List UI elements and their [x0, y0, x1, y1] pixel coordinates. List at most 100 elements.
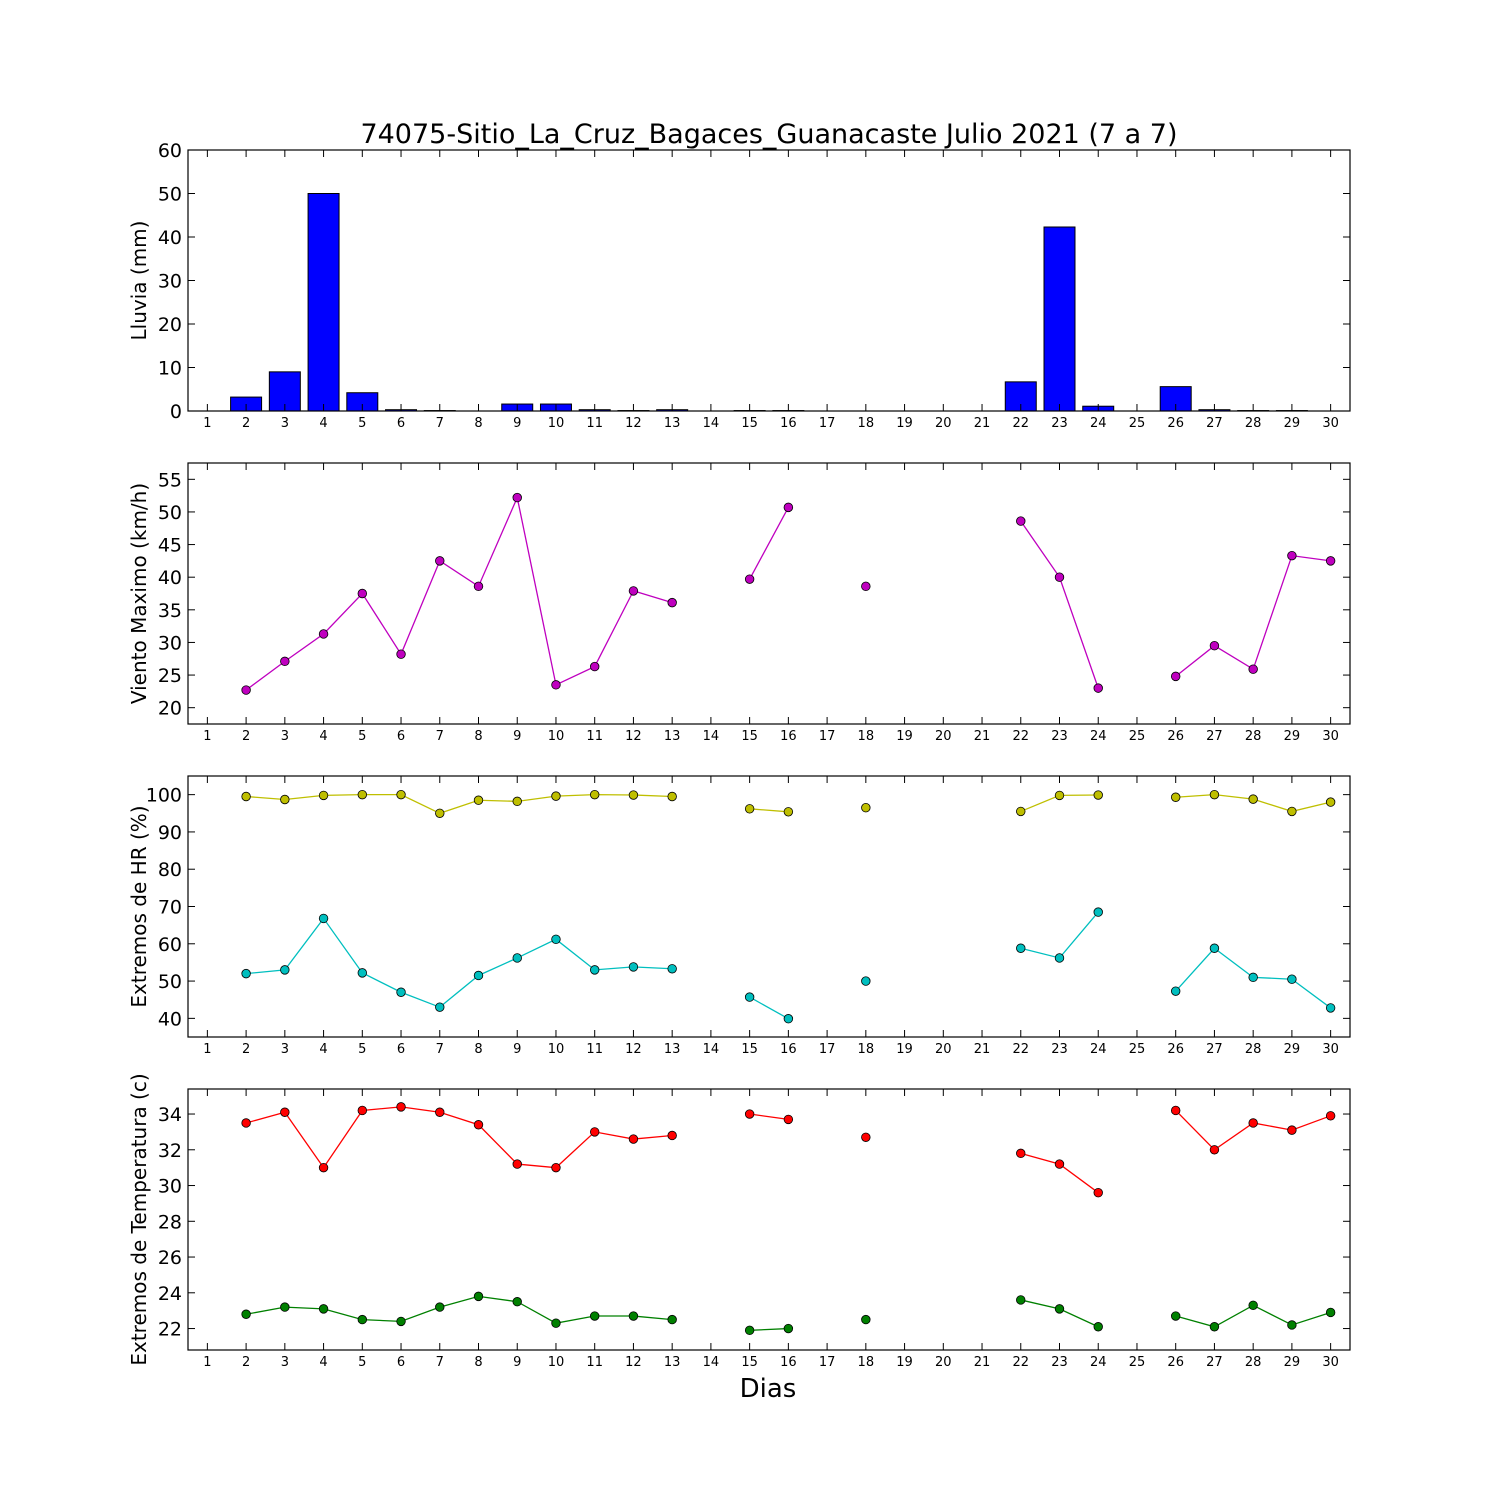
series-2-point: [1325, 1003, 1336, 1013]
series-2-point: [1170, 986, 1181, 996]
x-tick-label: 5: [358, 1042, 366, 1057]
x-tick-label: 23: [1051, 416, 1068, 431]
y-tick-label: 22: [158, 1319, 182, 1341]
series-2-point: [1287, 974, 1297, 984]
series-2-point: [861, 1314, 871, 1325]
x-tick-label: 27: [1206, 1042, 1223, 1057]
x-tick-label: 11: [586, 729, 603, 744]
series-1-point: [590, 661, 600, 672]
y-tick-label: 50: [158, 971, 182, 993]
series-1-point: [590, 1127, 600, 1137]
series-1-point: [396, 649, 406, 659]
x-tick-label: 7: [436, 416, 444, 431]
series-1-point: [1170, 792, 1181, 802]
series-2-point: [512, 1297, 522, 1307]
x-tick-label: 3: [281, 416, 289, 431]
series-2-point: [396, 987, 406, 997]
x-tick-label: 1: [203, 1042, 211, 1057]
x-tick-label: 14: [703, 1042, 720, 1057]
series-1-line: [1175, 554, 1331, 677]
series-1-point: [1325, 556, 1336, 566]
y-tick-label: 80: [158, 859, 182, 881]
x-tick-label: 28: [1245, 416, 1262, 431]
plot-frame: [187, 1088, 1351, 1351]
y-tick-label: 30: [158, 632, 182, 654]
series-1-point: [1209, 789, 1220, 800]
y-tick-label: 50: [158, 184, 182, 206]
series-1-point: [783, 502, 794, 513]
x-tick-label: 4: [319, 1042, 327, 1057]
series-1-point: [1093, 1187, 1103, 1198]
x-tick-label: 17: [819, 1042, 836, 1057]
series-1-point: [1287, 1125, 1297, 1135]
y-tick-label: 100: [146, 785, 182, 807]
series-1-point: [1170, 1105, 1181, 1116]
x-tick-label: 16: [780, 1042, 797, 1057]
series-1-point: [744, 574, 755, 584]
x-tick-label: 5: [358, 416, 366, 431]
y-axis-label: Viento Maximo (km/h): [127, 483, 151, 704]
y-tick-label: 35: [158, 600, 182, 622]
x-tick-label: 22: [1012, 416, 1029, 431]
series-2-point: [551, 934, 561, 945]
x-tick-label: 15: [741, 729, 758, 744]
x-tick-label: 24: [1090, 729, 1107, 744]
x-tick-label: 14: [703, 1355, 720, 1370]
x-tick-label: 22: [1012, 729, 1029, 744]
y-tick-label: 20: [158, 698, 182, 720]
series-2-point: [1170, 1311, 1181, 1321]
x-tick-label: 9: [513, 1042, 521, 1057]
x-tick-label: 29: [1284, 416, 1301, 431]
x-tick-label: 2: [242, 416, 250, 431]
y-tick-label: 30: [158, 271, 182, 293]
series-1-point: [241, 791, 251, 802]
x-tick-label: 10: [548, 416, 565, 431]
x-tick-label: 23: [1051, 1355, 1068, 1370]
x-tick-label: 20: [935, 729, 952, 744]
x-tick-label: 1: [203, 1355, 211, 1370]
series-1-point: [1287, 806, 1297, 817]
x-tick-label: 16: [780, 1355, 797, 1370]
series-1-point: [551, 1162, 561, 1173]
y-tick-label: 40: [158, 567, 182, 589]
x-tick-label: 13: [664, 1042, 681, 1057]
y-tick-label: 70: [158, 897, 182, 919]
series-1-point: [1016, 516, 1026, 526]
x-tick-label: 25: [1129, 416, 1146, 431]
x-tick-label: 25: [1129, 729, 1146, 744]
x-tick-label: 15: [741, 1042, 758, 1057]
x-tick-label: 26: [1167, 1042, 1184, 1057]
series-1-point: [667, 1130, 677, 1141]
series-2-point: [1209, 943, 1220, 953]
x-tick-label: 16: [780, 416, 797, 431]
series-2-point: [396, 1316, 406, 1327]
series-2-point: [1287, 1320, 1297, 1330]
series-2-point: [590, 1311, 600, 1321]
x-tick-label: 14: [703, 416, 720, 431]
series-1-point: [280, 656, 290, 667]
series-1-point: [1248, 794, 1258, 804]
series-2-point: [783, 1323, 794, 1334]
x-tick-label: 10: [548, 729, 565, 744]
series-2-point: [1248, 972, 1258, 983]
series-1-point: [667, 597, 677, 608]
bar: [307, 193, 340, 412]
series-2-line: [1020, 911, 1099, 959]
x-tick-label: 8: [474, 1355, 482, 1370]
series-1-point: [435, 808, 445, 818]
series-2-line: [246, 917, 673, 1008]
y-tick-label: 40: [158, 1008, 182, 1030]
series-2-point: [861, 976, 871, 986]
x-tick-label: 24: [1090, 1042, 1107, 1057]
x-tick-label: 20: [935, 416, 952, 431]
series-1-point: [1209, 641, 1220, 651]
series-1-line: [245, 1106, 673, 1169]
series-1-point: [396, 1102, 406, 1112]
bar: [1043, 226, 1076, 412]
x-tick-label: 8: [474, 1042, 482, 1057]
series-1-point: [1016, 1148, 1026, 1159]
x-tick-label: 22: [1012, 1355, 1029, 1370]
